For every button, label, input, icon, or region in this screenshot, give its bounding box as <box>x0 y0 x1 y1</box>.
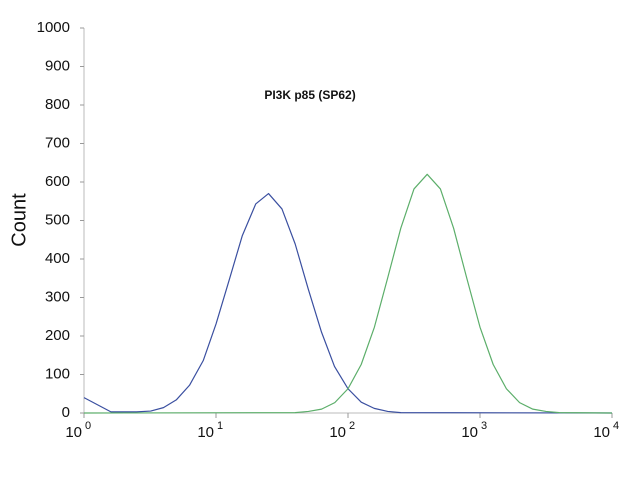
y-tick-label: 0 <box>62 404 70 421</box>
x-tick-label: 10 <box>461 424 478 441</box>
y-tick-label: 500 <box>45 211 70 228</box>
y-tick-label: 300 <box>45 288 70 305</box>
y-tick-label: 700 <box>45 134 70 151</box>
y-tick-label: 100 <box>45 365 70 382</box>
x-tick-exponent: 1 <box>217 420 223 432</box>
x-tick-label: 10 <box>593 424 610 441</box>
y-tick-label: 400 <box>45 250 70 267</box>
x-tick-label: 10 <box>197 424 214 441</box>
y-tick-label: 600 <box>45 173 70 190</box>
y-tick-label: 800 <box>45 96 70 113</box>
x-tick-exponent: 0 <box>85 420 91 432</box>
x-tick-label: 10 <box>329 424 346 441</box>
x-tick-exponent: 3 <box>481 420 487 432</box>
x-tick-exponent: 2 <box>349 420 355 432</box>
x-tick-exponent: 4 <box>613 420 619 432</box>
x-tick-label: 10 <box>65 424 82 441</box>
y-tick-label: 1000 <box>37 19 70 36</box>
y-axis-label: Count <box>8 193 30 247</box>
y-tick-label: 900 <box>45 57 70 74</box>
series-line <box>83 192 613 414</box>
series-line <box>83 173 613 414</box>
y-tick-label: 200 <box>45 327 70 344</box>
chart-title: PI3K p85 (SP62) <box>264 88 355 102</box>
